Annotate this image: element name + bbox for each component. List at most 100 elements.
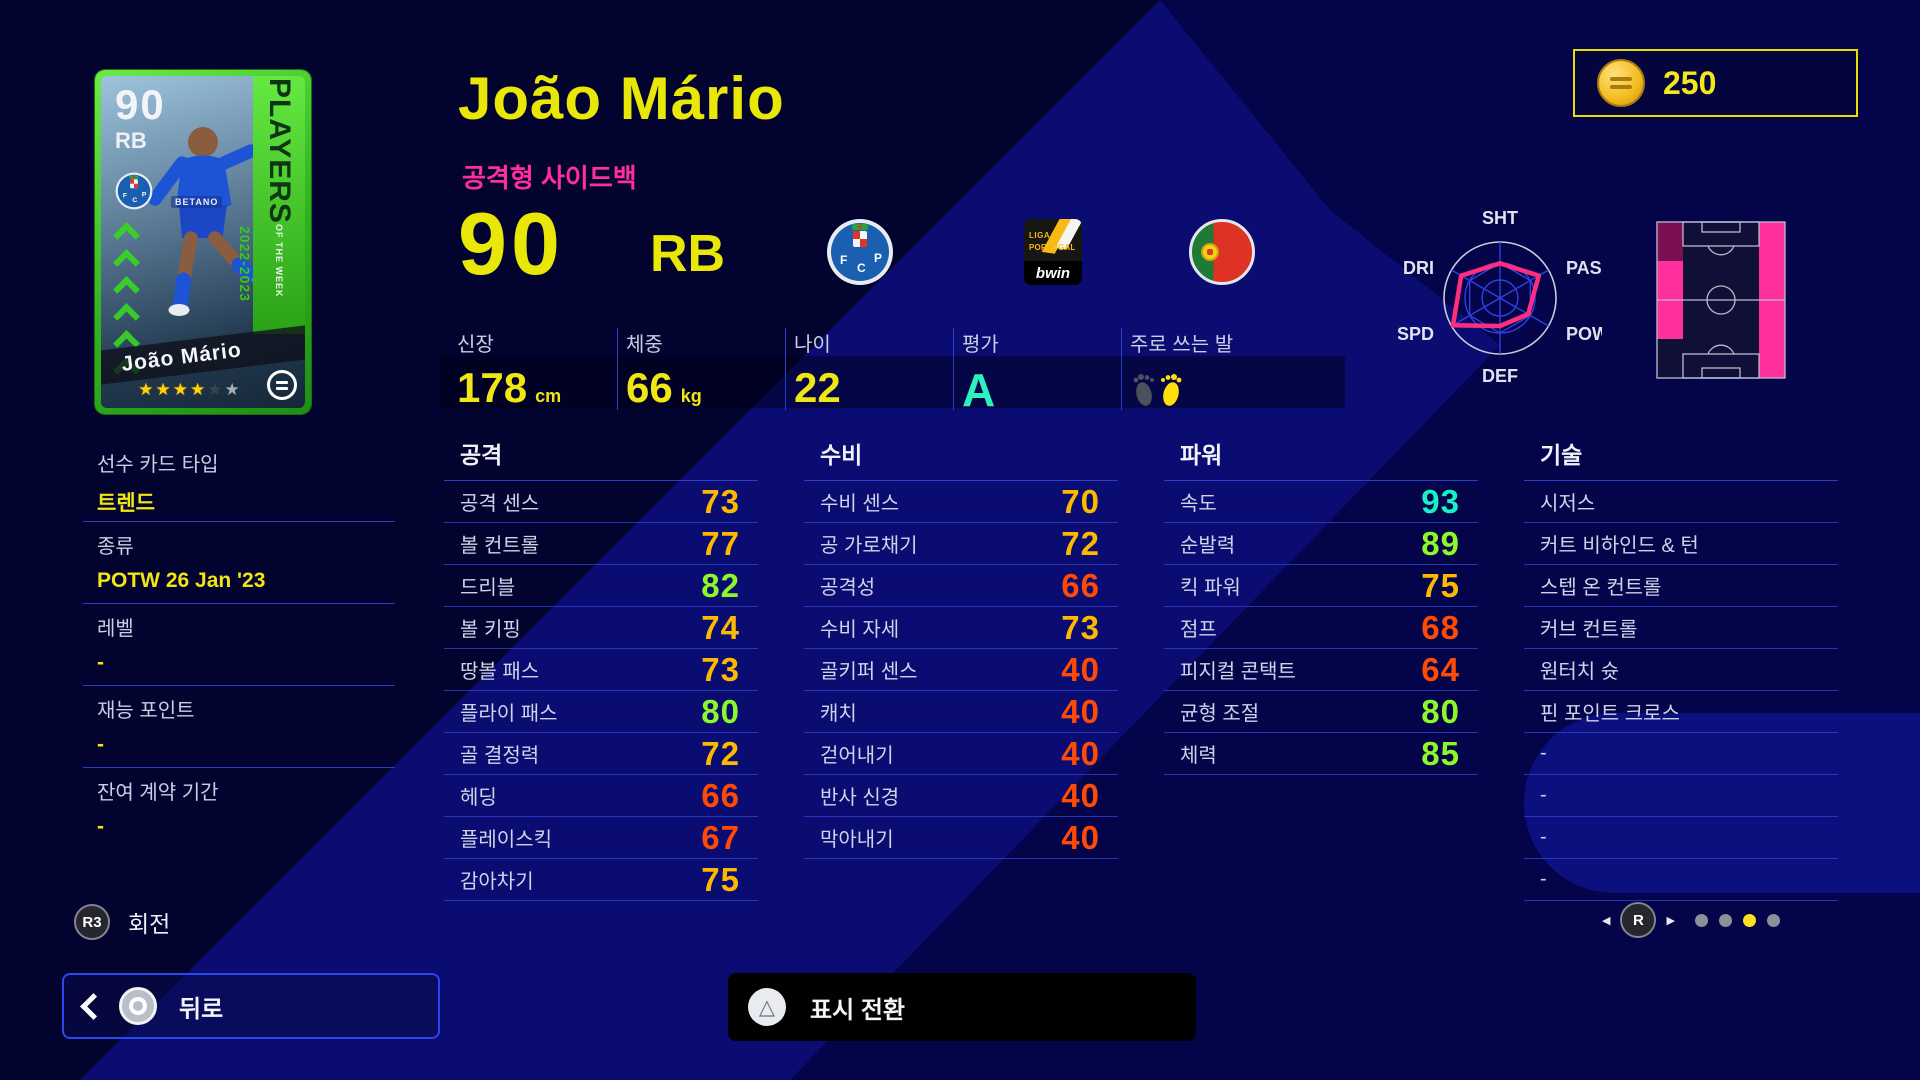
stat-row: 핀 포인트 크로스 <box>1524 691 1838 733</box>
info-cell-unit: cm <box>535 386 562 406</box>
stat-row: 걷어내기 40 <box>804 733 1118 775</box>
stat-value: 67 <box>701 818 740 856</box>
stat-row: 공격성 66 <box>804 565 1118 607</box>
sidebar-item: 선수 카드 타입 트렌드 <box>83 440 395 522</box>
info-cell: 체중 66 kg <box>617 328 785 410</box>
rotate-label: 회전 <box>128 911 171 937</box>
stat-value: 85 <box>1421 734 1460 772</box>
info-cell: 주로 쓰는 발 <box>1121 328 1289 410</box>
coin-icon <box>1597 59 1645 107</box>
back-button[interactable]: 뒤로 <box>62 973 440 1039</box>
page-dot[interactable] <box>1718 913 1732 927</box>
page-dot[interactable] <box>1742 913 1756 927</box>
svg-text:C: C <box>857 261 866 275</box>
sidebar-item: 종류 POTW 26 Jan '23 <box>83 522 395 604</box>
info-cell-label: 주로 쓰는 발 <box>1130 334 1234 356</box>
page-dot[interactable] <box>1694 913 1708 927</box>
stat-label: 커브 컨트롤 <box>1540 619 1638 641</box>
stat-row: 반사 신경 40 <box>804 775 1118 817</box>
stat-label: 스텝 온 컨트롤 <box>1540 577 1662 599</box>
stat-label: 피지컬 콘택트 <box>1180 661 1296 683</box>
stat-value: 89 <box>1421 524 1460 562</box>
playstyle-label: 공격형 사이드백 <box>462 163 637 193</box>
info-cell-number: 22 <box>794 364 841 411</box>
stat-label: 골 결정력 <box>460 745 540 767</box>
ability-radar-chart: SHT PAS POW DEF SPD DRI <box>1397 198 1609 402</box>
stat-value: 40 <box>1061 818 1100 856</box>
page-dots <box>1694 913 1780 927</box>
pager-right-arrow-icon[interactable]: ▶ <box>1666 914 1675 927</box>
stat-row: 골 결정력 72 <box>444 733 758 775</box>
stat-label: 드리블 <box>460 577 516 599</box>
stat-column-attack: 공격 공격 센스 73 볼 컨트롤 77 드리블 82 볼 키핑 74 땅볼 패스 73 플라이 패… <box>444 436 758 901</box>
info-cell-value: A <box>962 367 1121 413</box>
stat-row: 공 가로채기 72 <box>804 523 1118 565</box>
stat-row: 점프 68 <box>1164 607 1478 649</box>
stat-value: 72 <box>1061 524 1100 562</box>
stat-row: 플레이스킥 67 <box>444 817 758 859</box>
sidebar-item-label: 종류 <box>97 536 134 558</box>
stat-row: 순발력 89 <box>1164 523 1478 565</box>
stat-label: 핀 포인트 크로스 <box>1540 703 1680 725</box>
stat-row: 체력 85 <box>1164 733 1478 775</box>
toggle-label: 표시 전환 <box>810 996 905 1024</box>
stat-row: 캐치 40 <box>804 691 1118 733</box>
radar-axis-label: DRI <box>1403 258 1434 278</box>
bg-rounded-band <box>1524 713 1920 893</box>
stat-value: 74 <box>701 608 740 646</box>
stat-label: 공 가로채기 <box>820 535 918 557</box>
stat-value: 73 <box>701 482 740 520</box>
stat-label: 반사 신경 <box>820 787 900 809</box>
banner-week-text: OF THE WEEK <box>274 223 284 298</box>
display-toggle-button[interactable]: △ 표시 전환 <box>728 973 1196 1041</box>
stat-column-title: 기술 <box>1524 436 1838 481</box>
back-label: 뒤로 <box>179 995 224 1023</box>
info-cell: 신장 178 cm <box>449 328 617 410</box>
page-dot[interactable] <box>1766 913 1780 927</box>
stat-label: 골키퍼 센스 <box>820 661 918 683</box>
stat-column-title: 수비 <box>804 436 1118 481</box>
stat-row: 커브 컨트롤 <box>1524 607 1838 649</box>
sidebar-item-label: 레벨 <box>97 618 134 640</box>
stat-label: 공격 센스 <box>460 493 540 515</box>
svg-text:F: F <box>840 253 847 267</box>
star-icon: ★ <box>138 380 156 399</box>
stat-value: 75 <box>701 860 740 898</box>
stat-value: 93 <box>1421 482 1460 520</box>
svg-text:C: C <box>132 197 137 204</box>
stat-label: 플레이스킥 <box>460 829 552 851</box>
sidebar-item-label: 선수 카드 타입 <box>97 454 219 476</box>
position-field-map <box>1656 221 1786 379</box>
sidebar-item: 레벨 - <box>83 604 395 686</box>
stat-row: - <box>1524 775 1838 817</box>
r-button-icon[interactable]: R <box>1620 902 1657 938</box>
coin-amount: 250 <box>1663 64 1717 101</box>
info-cell: 나이 22 <box>785 328 953 410</box>
info-cell-label: 평가 <box>962 334 999 356</box>
card-meta-sidebar: 선수 카드 타입 트렌드 종류 POTW 26 Jan '23 레벨 - 재능 포인트 - 잔여… <box>83 440 395 850</box>
banner-players-text: PLAYERS <box>263 78 296 224</box>
circle-button-icon <box>119 987 157 1025</box>
r3-button-icon[interactable]: R3 <box>74 904 110 940</box>
sidebar-item-label: 재능 포인트 <box>97 700 195 722</box>
stat-label: 킥 파워 <box>1180 577 1241 599</box>
stat-label: 감아차기 <box>460 871 534 893</box>
stat-row: 시저스 <box>1524 481 1838 523</box>
stat-value: 40 <box>1061 650 1100 688</box>
star-icon: ★ <box>207 380 225 399</box>
sidebar-item: 재능 포인트 - <box>83 686 395 768</box>
stat-label: 볼 키핑 <box>460 619 521 641</box>
potw-banner: PLAYERS OF THE WEEK <box>253 76 305 334</box>
card-rating: 90 <box>115 81 166 128</box>
page-switcher: ◀ R ▶ <box>1602 902 1780 938</box>
sidebar-item-value: POTW 26 Jan '23 <box>97 569 266 592</box>
stat-row: 수비 센스 70 <box>804 481 1118 523</box>
pager-left-arrow-icon[interactable]: ◀ <box>1602 914 1611 927</box>
radar-axis-label: PAS <box>1566 258 1602 278</box>
stat-value: 72 <box>701 734 740 772</box>
info-cell-number: A <box>962 364 996 416</box>
stat-row: - <box>1524 817 1838 859</box>
